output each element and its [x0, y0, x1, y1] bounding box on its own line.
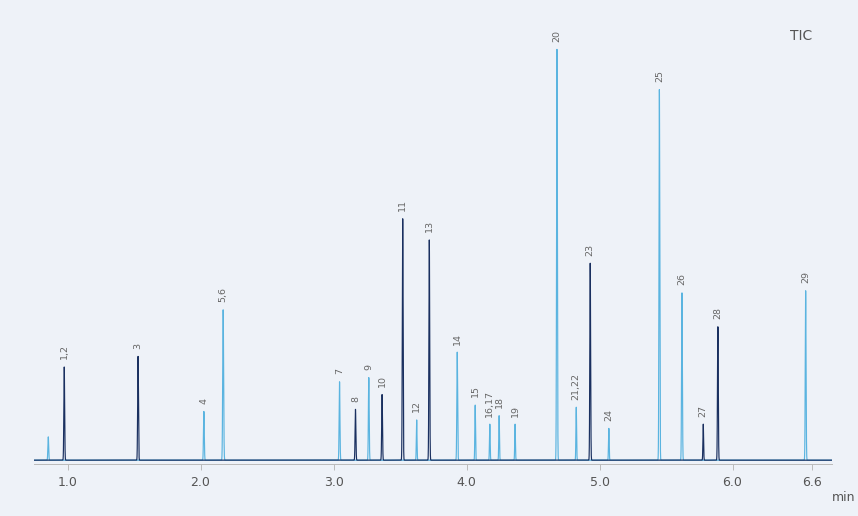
- Text: 7: 7: [335, 368, 344, 374]
- Text: 27: 27: [698, 405, 708, 416]
- Text: 15: 15: [471, 385, 480, 397]
- Text: 20: 20: [553, 30, 561, 42]
- Text: 8: 8: [351, 396, 360, 402]
- Text: 19: 19: [511, 405, 520, 416]
- Text: 12: 12: [412, 400, 421, 412]
- Text: TIC: TIC: [790, 29, 813, 43]
- Text: 11: 11: [398, 199, 408, 211]
- Text: 28: 28: [713, 307, 722, 319]
- Text: 25: 25: [655, 70, 664, 82]
- Text: 3: 3: [134, 343, 142, 349]
- Text: 13: 13: [425, 220, 434, 232]
- Text: 1,2: 1,2: [60, 344, 69, 359]
- Text: 14: 14: [453, 332, 462, 345]
- Text: 5,6: 5,6: [219, 287, 227, 302]
- Text: 21,22: 21,22: [571, 373, 581, 399]
- Text: 23: 23: [586, 244, 595, 255]
- Text: 18: 18: [494, 396, 504, 408]
- Text: 29: 29: [801, 271, 810, 283]
- Text: 24: 24: [604, 409, 613, 421]
- Text: 10: 10: [378, 375, 387, 387]
- Text: 9: 9: [365, 364, 373, 370]
- Text: min: min: [832, 491, 855, 504]
- Text: 4: 4: [199, 398, 208, 404]
- Text: 26: 26: [678, 273, 686, 285]
- Text: 16,17: 16,17: [486, 390, 494, 416]
